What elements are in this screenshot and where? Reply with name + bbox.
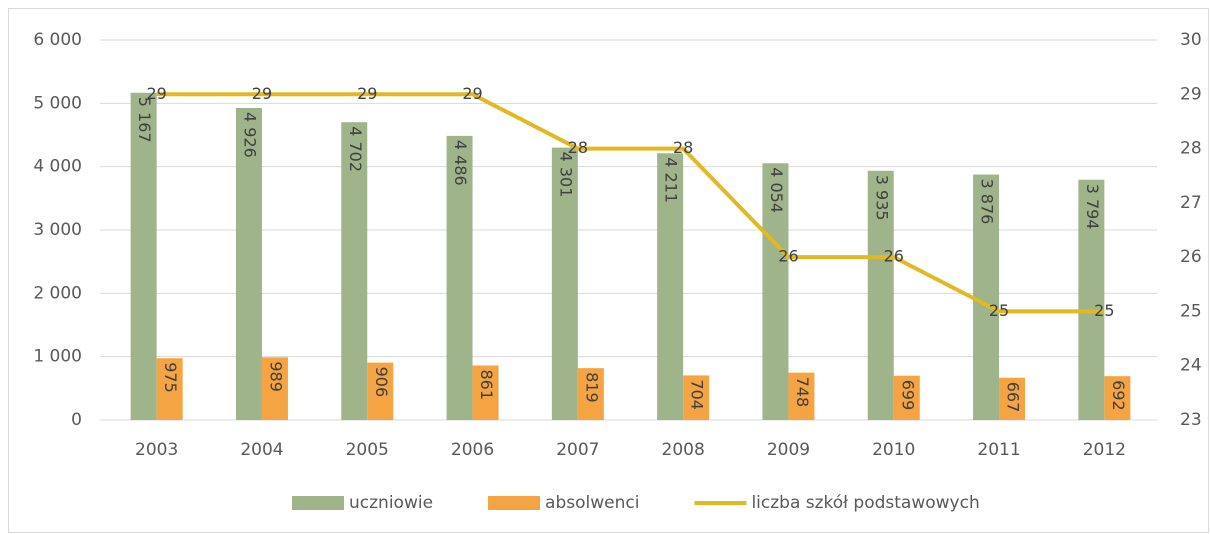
value-label: 4 926: [240, 112, 259, 158]
x-tick-label: 2012: [1083, 440, 1126, 460]
y-tick-label: 5 000: [33, 93, 82, 113]
point-label: 29: [252, 84, 272, 103]
bar: [472, 365, 499, 420]
point-label: 29: [146, 84, 166, 103]
y2-tick-label: 28: [1180, 139, 1202, 159]
value-label: 3 876: [978, 179, 997, 225]
value-label: 692: [1109, 380, 1128, 411]
legend-swatch: [292, 496, 344, 510]
bar: [683, 375, 710, 420]
x-tick-label: 2006: [451, 440, 494, 460]
y-tick-label: 0: [71, 410, 82, 430]
y-tick-label: 6 000: [33, 30, 82, 50]
bar: [235, 108, 262, 421]
y2-tick-label: 29: [1180, 84, 1202, 104]
value-label: 4 702: [346, 126, 365, 172]
bar: [367, 362, 394, 420]
bar: [657, 153, 684, 420]
y2-tick-label: 26: [1180, 247, 1202, 267]
y-tick-label: 1 000: [33, 347, 82, 367]
value-label: 906: [372, 367, 391, 398]
point-label: 28: [673, 138, 693, 157]
point-label: 29: [462, 84, 482, 103]
value-label: 5 167: [135, 97, 154, 143]
y2-tick-label: 24: [1180, 356, 1202, 376]
x-tick-label: 2010: [872, 440, 915, 460]
bar: [130, 92, 157, 421]
value-label: 861: [477, 369, 496, 400]
value-label: 4 301: [556, 152, 575, 198]
y2-tick-label: 25: [1180, 301, 1202, 321]
y-tick-label: 3 000: [33, 220, 82, 240]
bar: [1104, 376, 1131, 420]
point-label: 29: [357, 84, 377, 103]
bar: [577, 368, 604, 420]
y2-tick-label: 23: [1180, 410, 1202, 430]
bar: [341, 122, 368, 420]
bar: [446, 135, 473, 421]
x-tick-label: 2004: [240, 440, 283, 460]
legend-swatch: [488, 496, 541, 510]
value-label: 975: [161, 362, 180, 393]
point-label: 26: [778, 247, 798, 266]
point-label: 25: [989, 301, 1009, 320]
bar: [867, 170, 894, 420]
value-label: 989: [266, 361, 285, 392]
x-tick-label: 2005: [346, 440, 389, 460]
value-label: 699: [898, 380, 917, 411]
point-label: 26: [884, 247, 904, 266]
bar: [893, 375, 920, 420]
value-label: 4 211: [662, 157, 681, 203]
bar: [1078, 179, 1105, 420]
value-label: 819: [582, 372, 601, 403]
legend-label: absolwenci: [545, 493, 639, 513]
value-label: 748: [793, 377, 812, 408]
point-label: 25: [1094, 301, 1114, 320]
y-tick-label: 4 000: [33, 157, 82, 177]
legend-label: liczba szkół podstawowych: [751, 493, 979, 513]
y-tick-label: 2 000: [33, 283, 82, 303]
value-label: 3 935: [872, 175, 891, 221]
value-label: 4 486: [451, 140, 470, 186]
bar: [551, 147, 578, 420]
x-tick-label: 2007: [556, 440, 599, 460]
bar: [788, 372, 815, 420]
y2-tick-label: 27: [1180, 193, 1202, 213]
value-label: 3 794: [1083, 184, 1102, 230]
line: [156, 92, 1105, 314]
x-tick-label: 2008: [662, 440, 705, 460]
y2-tick-label: 30: [1180, 30, 1202, 50]
legend-label: uczniowie: [349, 493, 433, 513]
x-tick-label: 2009: [767, 440, 810, 460]
bar: [156, 358, 183, 420]
value-label: 667: [1004, 382, 1023, 413]
x-tick-label: 2003: [135, 440, 178, 460]
bar: [973, 174, 1000, 420]
point-label: 28: [568, 138, 588, 157]
chart-border: [8, 8, 1209, 533]
bar: [261, 357, 288, 420]
bar: [762, 163, 789, 420]
value-label: 4 054: [767, 167, 786, 213]
bar: [999, 377, 1026, 420]
x-tick-label: 2011: [977, 440, 1020, 460]
value-label: 704: [688, 379, 707, 410]
